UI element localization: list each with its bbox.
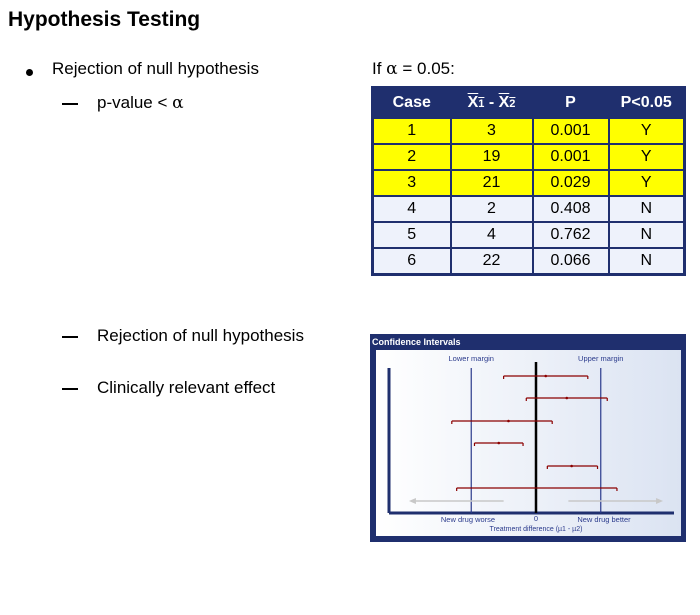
ci-point-estimate xyxy=(570,464,573,468)
table-row: 5 4 0.762 N xyxy=(371,221,686,249)
cell-p: 0.762 xyxy=(531,221,610,249)
worse-arrow-head xyxy=(408,498,416,504)
cell-p: 0.001 xyxy=(531,143,610,171)
results-table: Case X1 - X2 P P<0.05 1 3 0.001 Y 2 19 0… xyxy=(371,86,686,276)
table-row: 4 2 0.408 N xyxy=(371,195,686,223)
cell-diff: 3 xyxy=(449,117,534,145)
lower-margin-label: Lower margin xyxy=(449,354,494,363)
cell-diff: 22 xyxy=(449,247,534,276)
cell-case: 5 xyxy=(371,221,452,249)
cell-case: 1 xyxy=(371,117,452,145)
better-arrow-head xyxy=(656,498,664,504)
sub-bullet-pvalue: p-value < α xyxy=(97,93,184,113)
sub-bullet-rejection: Rejection of null hypothesis xyxy=(97,326,304,345)
cell-p: 0.001 xyxy=(531,117,610,145)
zero-tick-label: 0 xyxy=(534,514,538,523)
sub-bullet-clinical: Clinically relevant effect xyxy=(97,378,276,397)
x-axis-label: Treatment difference (µ1 - µ2) xyxy=(490,526,583,533)
cell-sig: Y xyxy=(607,169,686,197)
table-row: 2 19 0.001 Y xyxy=(371,143,686,171)
table-row: 6 22 0.066 N xyxy=(371,247,686,276)
cell-diff: 2 xyxy=(449,195,534,223)
header-mean-diff: X1 - X2 xyxy=(449,86,534,119)
header-p: P xyxy=(531,86,610,119)
pvalue-text: p-value < xyxy=(97,93,173,112)
chart-background xyxy=(376,350,681,536)
table-caption: If α = 0.05: xyxy=(372,59,455,79)
cell-sig: Y xyxy=(607,117,686,145)
ci-point-estimate xyxy=(507,419,510,423)
ci-point-estimate xyxy=(544,374,548,378)
ci-point-estimate xyxy=(565,396,569,400)
chart-svg: Lower margin Upper margin 0 New drug wor… xyxy=(376,350,681,536)
minus-sign: - xyxy=(484,94,499,111)
cell-sig: N xyxy=(607,195,686,223)
cell-p: 0.066 xyxy=(531,247,610,276)
cell-sig: N xyxy=(607,247,686,276)
dash-marker xyxy=(62,336,78,338)
bullet-dot xyxy=(26,69,33,76)
header-case: Case xyxy=(371,86,452,119)
worse-label: New drug worse xyxy=(441,515,495,524)
upper-margin-label: Upper margin xyxy=(578,354,623,363)
table-row: 1 3 0.001 Y xyxy=(371,117,686,145)
slide-title: Hypothesis Testing xyxy=(8,8,201,31)
cell-case: 3 xyxy=(371,169,452,197)
table-header-row: Case X1 - X2 P P<0.05 xyxy=(371,86,686,119)
cell-sig: N xyxy=(607,221,686,249)
cell-diff: 19 xyxy=(449,143,534,171)
x1-bar: X1 xyxy=(467,94,485,111)
cell-case: 4 xyxy=(371,195,452,223)
caption-suffix: = 0.05: xyxy=(397,59,455,78)
chart-plot-area: Lower margin Upper margin 0 New drug wor… xyxy=(376,350,681,536)
bullet-rejection: Rejection of null hypothesis xyxy=(52,59,259,78)
alpha-symbol: α xyxy=(172,93,184,113)
caption-prefix: If xyxy=(372,59,387,78)
cell-sig: Y xyxy=(607,143,686,171)
dash-marker xyxy=(62,103,78,105)
header-significant: P<0.05 xyxy=(607,86,686,119)
cell-p: 0.408 xyxy=(531,195,610,223)
cell-diff: 4 xyxy=(449,221,534,249)
cell-case: 6 xyxy=(371,247,452,276)
alpha-symbol: α xyxy=(386,59,398,79)
cell-p: 0.029 xyxy=(531,169,610,197)
x2-bar: X2 xyxy=(498,94,516,111)
confidence-interval-chart: Confidence Intervals Lower margin Upper … xyxy=(370,334,686,542)
dash-marker xyxy=(62,388,78,390)
chart-title: Confidence Intervals xyxy=(372,337,461,347)
ci-point-estimate xyxy=(497,441,501,445)
table-row: 3 21 0.029 Y xyxy=(371,169,686,197)
cell-case: 2 xyxy=(371,143,452,171)
better-label: New drug better xyxy=(577,515,631,524)
cell-diff: 21 xyxy=(449,169,534,197)
